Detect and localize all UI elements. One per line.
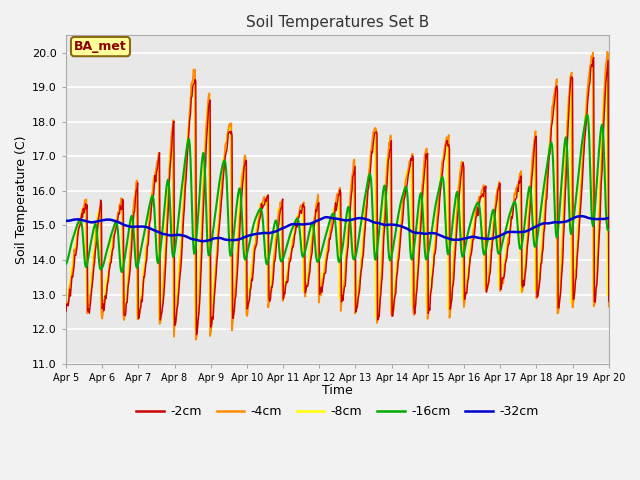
Legend: -2cm, -4cm, -8cm, -16cm, -32cm: -2cm, -4cm, -8cm, -16cm, -32cm: [131, 400, 543, 423]
Y-axis label: Soil Temperature (C): Soil Temperature (C): [15, 135, 28, 264]
Text: BA_met: BA_met: [74, 40, 127, 53]
Title: Soil Temperatures Set B: Soil Temperatures Set B: [246, 15, 429, 30]
X-axis label: Time: Time: [322, 384, 353, 397]
